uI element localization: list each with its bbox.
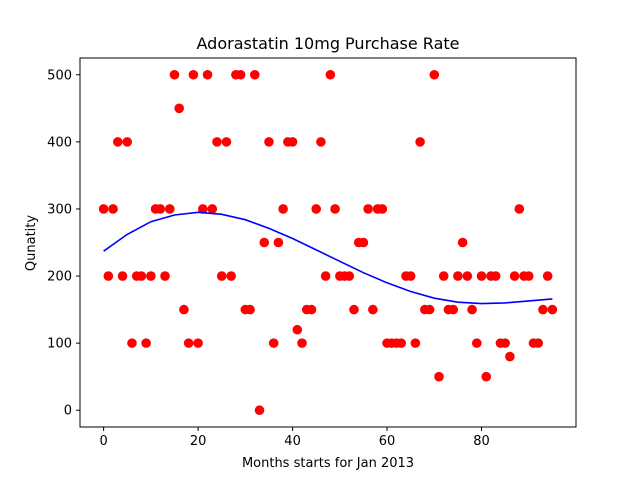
data-point — [273, 237, 284, 248]
data-point — [117, 271, 128, 281]
data-point — [523, 271, 534, 281]
data-point — [538, 304, 548, 315]
data-point — [136, 271, 147, 281]
data-point — [457, 237, 468, 248]
data-point — [368, 304, 378, 315]
data-point — [198, 204, 208, 214]
data-point — [349, 304, 359, 315]
trend-line — [103, 211, 553, 305]
data-point — [268, 338, 279, 348]
data-point — [410, 338, 421, 348]
data-point — [297, 338, 307, 348]
y-tick-label: 500 — [47, 68, 72, 83]
data-point — [363, 204, 373, 214]
data-point — [183, 338, 194, 348]
data-point — [98, 204, 109, 214]
plot-area — [79, 57, 577, 428]
data-point — [259, 237, 270, 248]
data-point — [472, 338, 482, 348]
x-tick-label: 20 — [190, 434, 207, 449]
scatter-points — [98, 69, 558, 416]
x-tick-label: 0 — [99, 434, 107, 449]
y-tick-label: 200 — [47, 270, 72, 285]
data-point — [193, 338, 203, 348]
x-tick-label: 60 — [379, 434, 396, 449]
data-point — [103, 271, 114, 281]
data-point — [127, 338, 137, 348]
data-point — [438, 271, 449, 281]
y-tick-label: 300 — [47, 202, 72, 217]
data-point — [344, 271, 355, 281]
data-point — [542, 271, 553, 281]
data-point — [112, 137, 123, 147]
x-tick-label: 40 — [284, 434, 301, 449]
data-point — [108, 204, 118, 214]
data-point — [358, 237, 369, 248]
data-point — [453, 271, 463, 281]
data-point — [533, 338, 544, 348]
data-point — [292, 324, 303, 335]
data-point — [462, 271, 473, 281]
data-point — [547, 304, 558, 315]
data-point — [306, 304, 317, 315]
data-point — [174, 103, 184, 114]
data-point — [188, 69, 199, 80]
data-point — [122, 137, 133, 147]
data-point — [287, 137, 298, 147]
data-point — [316, 137, 326, 147]
chart-title: Adorastatin 10mg Purchase Rate — [197, 34, 460, 53]
data-point — [490, 271, 501, 281]
data-point — [221, 137, 232, 147]
data-point — [278, 204, 288, 214]
y-axis-label: Qunatity — [24, 215, 39, 271]
data-point — [311, 204, 321, 214]
data-point — [505, 351, 515, 362]
x-axis-label: Months starts for Jan 2013 — [242, 456, 414, 471]
y-tick-label: 0 — [64, 404, 72, 419]
x-axis: 0 20 40 60 80 — [99, 427, 490, 449]
data-point — [476, 271, 487, 281]
data-point — [514, 204, 525, 214]
data-point — [212, 137, 222, 147]
data-point — [325, 69, 336, 80]
data-point — [160, 271, 170, 281]
y-tick-label: 400 — [47, 135, 72, 150]
data-point — [415, 137, 425, 147]
data-point — [434, 371, 444, 382]
data-point — [155, 204, 166, 214]
data-point — [424, 304, 435, 315]
data-point — [330, 204, 340, 214]
data-point — [500, 338, 510, 348]
data-point — [207, 204, 218, 214]
data-point — [396, 338, 407, 348]
data-point — [235, 69, 246, 80]
data-point — [481, 371, 492, 382]
data-point — [377, 204, 388, 214]
data-point — [216, 271, 227, 281]
data-point — [146, 271, 156, 281]
trend-lines — [103, 211, 553, 305]
data-point — [202, 69, 213, 80]
x-tick-label: 80 — [473, 434, 490, 449]
data-point — [254, 405, 265, 416]
data-point — [320, 271, 331, 281]
data-point — [405, 271, 416, 281]
data-point — [226, 271, 236, 281]
data-point — [448, 304, 458, 315]
data-point — [169, 69, 180, 80]
data-point — [245, 304, 255, 315]
data-point — [141, 338, 151, 348]
data-point — [179, 304, 189, 315]
data-point — [249, 69, 260, 80]
y-tick-label: 100 — [47, 337, 72, 352]
data-point — [467, 304, 477, 315]
data-point — [509, 271, 520, 281]
data-point — [164, 204, 175, 214]
data-point — [429, 69, 440, 80]
y-axis: 0 100 200 300 400 500 — [47, 68, 80, 419]
data-point — [264, 137, 274, 147]
